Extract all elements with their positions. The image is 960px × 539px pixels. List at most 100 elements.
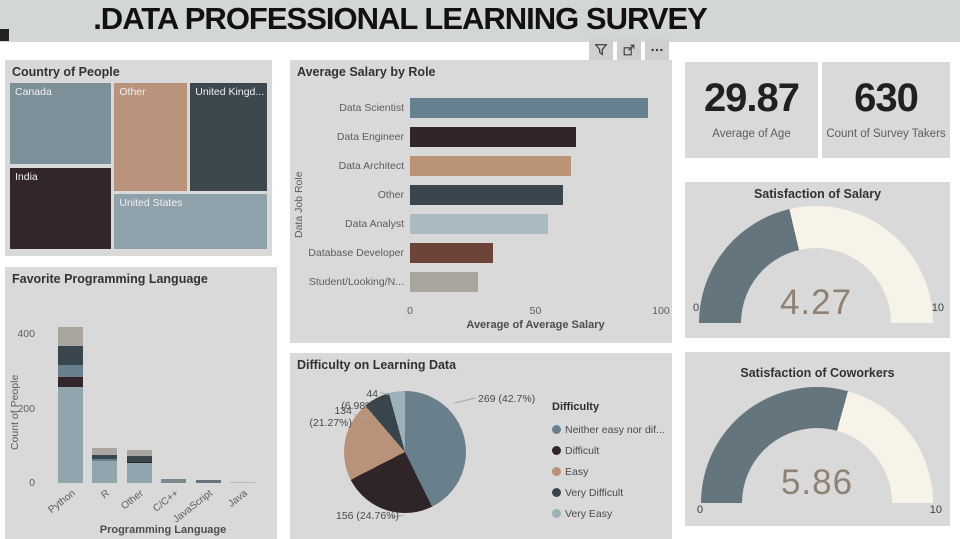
x-tick-label: 0 xyxy=(407,305,413,317)
y-tick-label: 200 xyxy=(17,402,35,415)
bar-segment xyxy=(126,449,152,456)
filter-icon xyxy=(594,43,608,57)
bar-data-scientist[interactable] xyxy=(410,97,649,118)
pie-legend: Difficulty Neither easy nor dif... Diffic… xyxy=(552,401,665,524)
bar-segment xyxy=(92,461,118,483)
legend-dot xyxy=(552,425,561,434)
bar-segment xyxy=(195,480,221,483)
programming-language-chart-panel: Favorite Programming Language Count of P… xyxy=(5,267,277,539)
legend-label: Difficult xyxy=(565,444,600,457)
legend-dot xyxy=(552,446,561,455)
bar-track xyxy=(410,271,661,292)
more-options-icon xyxy=(650,43,664,57)
treemap-cell-canada[interactable]: Canada xyxy=(9,82,113,166)
bar-segment xyxy=(58,326,83,346)
legend-dot xyxy=(552,467,561,476)
panel-title: Difficulty on Learning Data xyxy=(297,358,457,372)
satisfaction-of-coworkers-gauge-panel: Satisfaction of Coworkers 5.86 0 10 xyxy=(685,352,950,526)
gauge: 4.27 xyxy=(699,206,933,323)
legend-item-easy[interactable]: Easy xyxy=(552,461,665,482)
kpi-value: 630 xyxy=(854,76,919,120)
bar-track xyxy=(410,213,661,234)
treemap-cell-united-states[interactable]: United States xyxy=(113,193,268,250)
stacked-bar-r[interactable] xyxy=(92,448,118,483)
legend-item-very-easy[interactable]: Very Easy xyxy=(552,503,665,524)
bar-student-looking-n-[interactable] xyxy=(410,271,478,292)
stacked-bar-plot: 0 200 400 xyxy=(5,267,277,489)
page-title: .DATA PROFESSIONAL LEARNING SURVEY xyxy=(93,1,708,36)
bar-data-analyst[interactable] xyxy=(410,213,549,234)
bar-segment xyxy=(92,454,118,460)
table-row: Student/Looking/N... xyxy=(290,267,665,296)
bar-category-label: Data Scientist xyxy=(339,101,404,114)
bar-track xyxy=(410,242,661,263)
legend-item-neither-easy-nor-dif-[interactable]: Neither easy nor dif... xyxy=(552,419,665,440)
treemap-cell-united-kingd-[interactable]: United Kingd... xyxy=(189,82,268,193)
more-options-button[interactable] xyxy=(645,39,669,60)
legend-item-difficult[interactable]: Difficult xyxy=(552,440,665,461)
pie-data-label: 134 (21.27%) xyxy=(309,405,352,429)
focus-mode-button[interactable] xyxy=(617,39,641,60)
panel-title: Favorite Programming Language xyxy=(12,272,208,286)
x-axis-label: Programming Language xyxy=(99,524,227,536)
bar-data-architect[interactable] xyxy=(410,155,571,176)
visual-toolbar xyxy=(589,39,669,60)
stacked-bar-javascript[interactable] xyxy=(195,480,221,483)
bar-category-label: Data Architect xyxy=(338,159,404,172)
treemap-cell-other[interactable]: Other xyxy=(113,82,188,193)
panel-title: Average Salary by Role xyxy=(297,65,436,79)
x-axis-label: Average of Average Salary xyxy=(466,319,605,331)
bar-data-engineer[interactable] xyxy=(410,126,576,147)
stacked-bar-python[interactable] xyxy=(58,326,83,483)
x-tick-label: 100 xyxy=(652,305,670,317)
pie-data-label: 269 (42.7%) xyxy=(478,393,536,405)
bar-segment xyxy=(126,463,152,483)
stacked-bar-c-c-[interactable] xyxy=(161,479,187,483)
table-row: Data Analyst xyxy=(290,209,665,238)
filter-button[interactable] xyxy=(589,39,613,60)
legend-label: Neither easy nor dif... xyxy=(565,423,665,436)
kpi-survey-takers-card: 630 Count of Survey Takers xyxy=(822,62,950,158)
bar-database-developer[interactable] xyxy=(410,242,493,263)
kpi-value: 29.87 xyxy=(703,76,800,120)
x-axis-ticks: 0 50 100 xyxy=(407,305,670,317)
table-row: Data Architect xyxy=(290,151,665,180)
pie-data-label: 156 (24.76%) xyxy=(336,510,400,522)
bar-track xyxy=(410,155,661,176)
bar-segment xyxy=(92,459,118,462)
table-row: Database Developer xyxy=(290,238,665,267)
panel-title: Satisfaction of Coworkers xyxy=(740,366,895,380)
gauge: 5.86 xyxy=(701,387,933,503)
legend-dot xyxy=(552,509,561,518)
legend-item-very-difficult[interactable]: Very Difficult xyxy=(552,482,665,503)
bar-segment xyxy=(58,364,83,378)
treemap-cell-india[interactable]: India xyxy=(9,166,113,250)
gauge-min-label: 0 xyxy=(697,504,704,516)
y-tick-label: 400 xyxy=(17,328,35,340)
stacked-bar-other[interactable] xyxy=(126,449,152,483)
bar-track xyxy=(410,126,661,147)
bar-category-label: Data Analyst xyxy=(345,217,404,230)
table-row: Data Scientist xyxy=(290,93,665,122)
bar-other[interactable] xyxy=(410,184,564,205)
x-tick-label: 50 xyxy=(529,305,542,317)
stacked-bar-java[interactable] xyxy=(230,481,255,483)
kpi-average-age-card: 29.87 Average of Age xyxy=(685,62,818,158)
table-row: Other xyxy=(290,180,665,209)
pie-chart[interactable] xyxy=(344,391,466,513)
legend-title: Difficulty xyxy=(552,401,600,413)
satisfaction-of-salary-gauge-panel: Satisfaction of Salary 4.27 0 10 xyxy=(685,182,950,338)
bar-segment xyxy=(126,461,152,464)
bar-segment xyxy=(58,377,83,388)
kpi-label: Count of Survey Takers xyxy=(826,128,946,140)
bar-category-label: Data Engineer xyxy=(336,130,404,143)
bar-category-label: Student/Looking/N... xyxy=(308,275,404,288)
legend-dot xyxy=(552,488,561,497)
bar-segment xyxy=(161,479,187,483)
gauge-value: 4.27 xyxy=(779,283,853,322)
legend-label: Easy xyxy=(565,465,589,478)
gauge-value: 5.86 xyxy=(780,463,854,502)
bar-segment xyxy=(58,345,83,365)
bar-segment xyxy=(92,448,118,455)
gauge-max-label: 10 xyxy=(931,302,944,314)
